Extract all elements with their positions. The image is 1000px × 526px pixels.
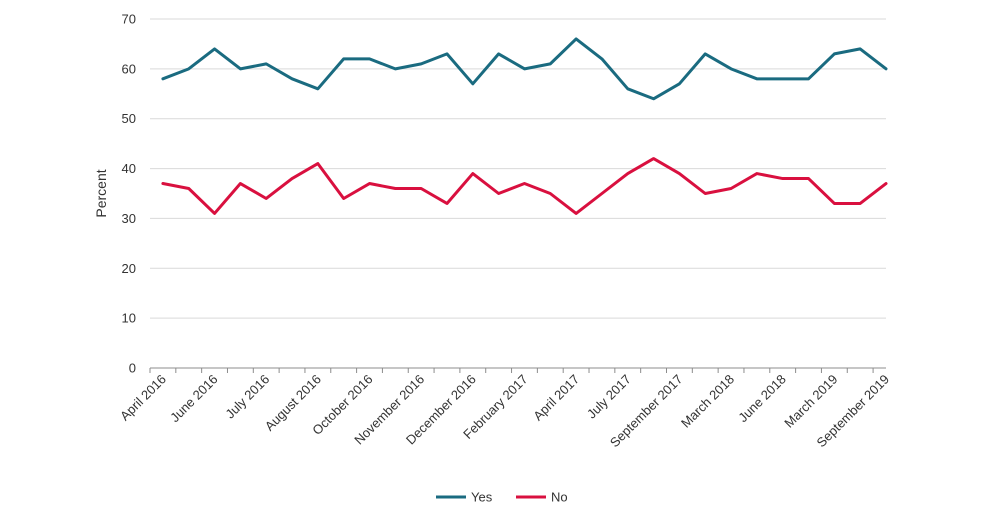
- legend-label-yes: Yes: [471, 490, 493, 505]
- x-tick-label: June 2018: [735, 372, 789, 426]
- x-tick-label: July 2016: [222, 372, 272, 422]
- y-tick-label-20: 20: [122, 261, 136, 276]
- y-tick-label-10: 10: [122, 311, 136, 326]
- y-tick-label-60: 60: [122, 61, 136, 76]
- series-lines: [161, 37, 888, 215]
- y-tick-label-0: 0: [129, 361, 136, 376]
- y-tick-label-70: 70: [122, 12, 136, 27]
- y-tick-label-50: 50: [122, 111, 136, 126]
- y-tick-label-40: 40: [122, 161, 136, 176]
- y-axis-title: Percent: [93, 169, 109, 217]
- x-tick-label: June 2016: [167, 372, 221, 426]
- legend-label-no: No: [551, 490, 568, 505]
- x-tick-label: March 2018: [678, 372, 737, 431]
- x-tick-label: July 2017: [584, 372, 634, 422]
- x-tick-label: April 2016: [117, 372, 169, 424]
- x-tick-label: April 2017: [530, 372, 582, 424]
- series-line-yes: [161, 37, 888, 101]
- y-tick-label-30: 30: [122, 211, 136, 226]
- legend: Yes No: [436, 490, 568, 505]
- series-line-no: [161, 157, 888, 215]
